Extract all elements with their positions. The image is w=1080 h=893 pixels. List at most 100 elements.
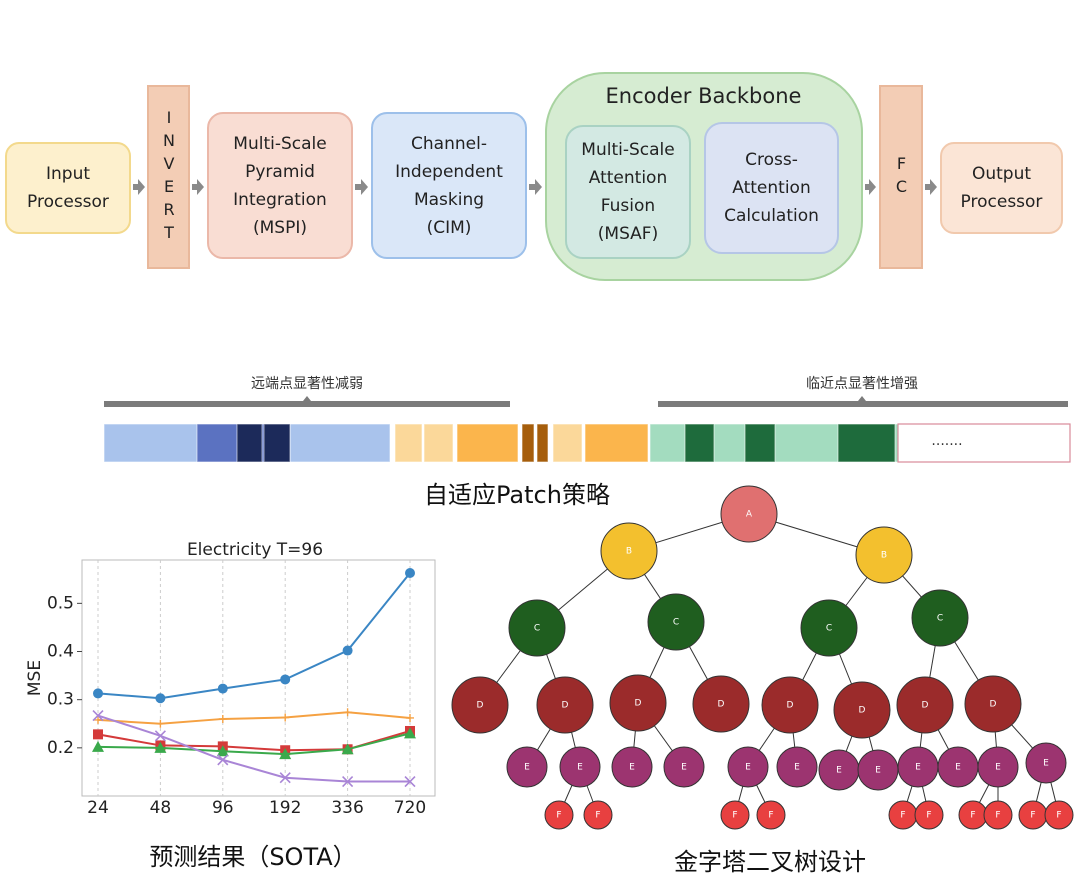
patch-segment [837, 423, 896, 463]
tree-node [720, 800, 750, 830]
tree-node-label: E [629, 763, 635, 773]
tree-node-label: E [524, 763, 530, 773]
tree-node-label: E [1043, 759, 1049, 769]
tree-node-label: E [955, 763, 961, 773]
tree-node-label: A [746, 510, 753, 520]
patch-empty [897, 423, 1071, 463]
marker [279, 772, 291, 784]
arrow-head [930, 179, 937, 195]
box-label-line: Independent [395, 161, 503, 182]
patch-segment [456, 423, 519, 463]
tree-node-label: D [477, 701, 484, 711]
tree-node [800, 599, 858, 657]
arrow-head [869, 179, 876, 195]
tree-node [776, 746, 818, 788]
tree-node-label: D [562, 701, 569, 711]
tree-node-label: F [1056, 811, 1061, 821]
tree-node [451, 676, 509, 734]
range-tick [303, 396, 311, 401]
patch-segment [744, 423, 776, 463]
box-label-line: Fusion [600, 196, 656, 216]
range-tick [858, 396, 866, 401]
mspi-box: Multi-Scale Pyramid Integration (MSPI) [207, 112, 353, 259]
box-label-line: (MSPI) [253, 217, 307, 238]
marker [154, 741, 167, 753]
box-label-line: Input [45, 164, 91, 184]
tree-node-label: E [745, 763, 751, 773]
msaf-box: Multi-Scale Attention Fusion (MSAF) [565, 125, 691, 259]
arrow-head [535, 179, 542, 195]
marker [92, 710, 104, 722]
marker [343, 708, 352, 717]
tree-node-label: F [926, 811, 931, 821]
x-tick-label: 192 [269, 798, 301, 818]
marker [342, 645, 353, 656]
arrow-head [361, 179, 368, 195]
box-label-line: Pyramid [245, 161, 315, 182]
tree-node [855, 526, 913, 584]
tree-node [506, 746, 548, 788]
patch-segment [394, 423, 423, 463]
tree-node [692, 675, 750, 733]
tree-node [611, 746, 653, 788]
patch-label: 临近点显著性增强 [806, 376, 918, 392]
box-label-line: Calculation [724, 206, 819, 226]
marker [279, 748, 292, 760]
y-axis-label: MSE [25, 660, 45, 696]
tree-node [583, 800, 613, 830]
tree-node-label: F [556, 811, 561, 821]
box-label-line: Cross- [745, 150, 798, 170]
marker [406, 713, 414, 722]
tree-node-label: D [922, 701, 929, 711]
range-bar [104, 401, 510, 407]
arrow-head [138, 179, 145, 195]
cim-box: Channel- Independent Masking (CIM) [371, 112, 527, 259]
tree-node [609, 674, 667, 732]
x-tick-label: 336 [331, 798, 363, 818]
tree-node [911, 589, 969, 647]
x-tick-label: 720 [394, 798, 426, 818]
tree-node-label: F [768, 811, 773, 821]
tree-node-label: E [915, 763, 921, 773]
tree-node-label: F [732, 811, 737, 821]
cross-box: Cross- Attention Calculation [704, 122, 839, 254]
tree-node-label: D [718, 700, 725, 710]
tree-node [544, 800, 574, 830]
marker [155, 693, 166, 704]
marker [156, 719, 165, 728]
box-label-line: Integration [233, 189, 327, 210]
tree-node [720, 485, 778, 543]
tree-node-label: E [875, 766, 881, 776]
box-label-line: Masking [413, 189, 485, 210]
box-label-line: Attention [732, 178, 811, 198]
marker [216, 745, 229, 757]
tree-node-label: F [595, 811, 600, 821]
tree-node [914, 800, 944, 830]
tree-node [896, 676, 954, 734]
patch-segment [684, 423, 715, 463]
marker [405, 568, 415, 579]
range-bar [658, 401, 1068, 407]
series-line [97, 572, 411, 700]
patch-segment [584, 423, 649, 463]
marker [93, 729, 103, 740]
x-tick-label: 24 [87, 798, 109, 818]
tree-node-label: E [794, 763, 800, 773]
tree-node [600, 522, 658, 580]
tree-node-label: D [859, 706, 866, 716]
tree-node [536, 676, 594, 734]
tree-node-label: C [673, 618, 679, 628]
output-box: Output Processor [940, 142, 1063, 234]
tree-node [833, 681, 891, 739]
y-tick-label: 0.5 [47, 593, 74, 613]
box-label-line: Processor [27, 192, 109, 212]
marker [217, 754, 229, 766]
tree-node [508, 599, 566, 657]
box-label-line: Processor [960, 192, 1043, 212]
patch-segment [236, 423, 263, 463]
tree-node [647, 593, 705, 651]
tree-node-label: F [970, 811, 975, 821]
marker [94, 715, 102, 724]
